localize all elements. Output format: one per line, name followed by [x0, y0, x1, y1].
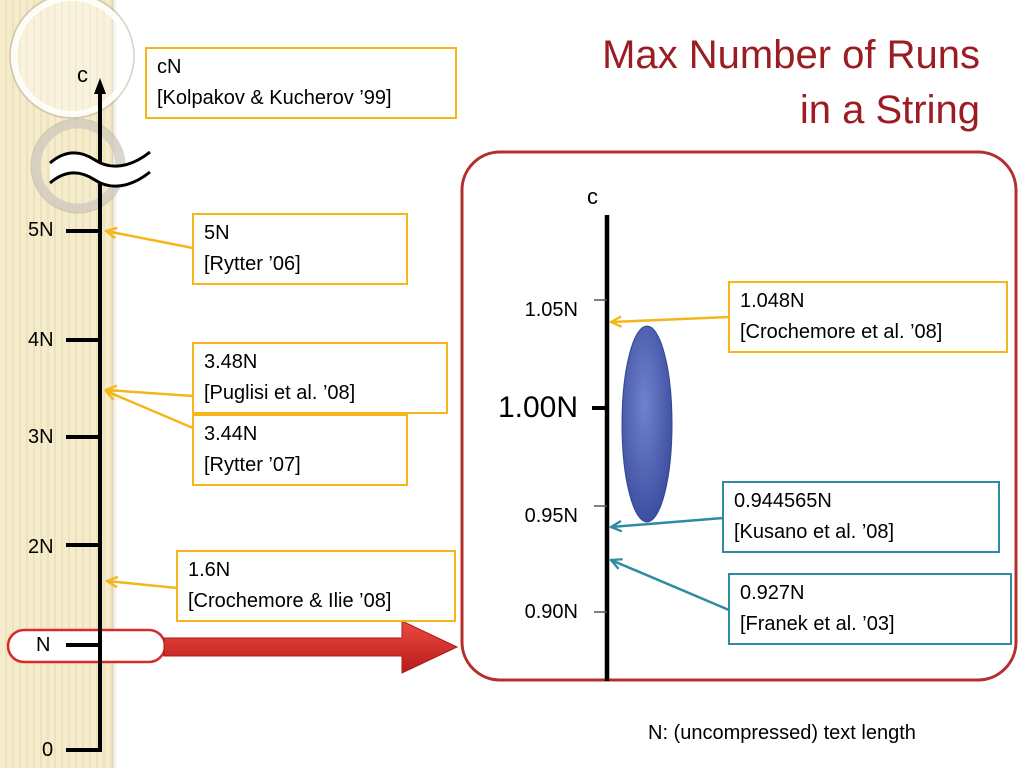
result-value: 1.6N	[188, 559, 231, 581]
result-citation: [Kolpakov & Kucherov ’99]	[157, 87, 392, 109]
zoom-arrow	[163, 620, 459, 674]
result-value: 3.48N	[204, 351, 258, 373]
result-box-crochemore-ilie-08: 1.6N [Crochemore & Ilie ’08]	[176, 550, 456, 622]
pointer-arrow-3-44n	[106, 391, 194, 430]
result-value: 0.944565N	[734, 490, 832, 512]
axis-break-wave	[49, 150, 151, 168]
slide-title-line1: Max Number of Runs	[602, 33, 980, 77]
slide-title-line2: in a String	[799, 88, 980, 132]
left-tick-label-n: N	[36, 634, 51, 656]
slide-title: Max Number of Runs in a String	[602, 28, 980, 138]
result-box-rytter-07: 3.44N [Rytter ’07]	[192, 414, 408, 486]
pointer-arrow-3-48n	[106, 390, 194, 398]
result-box-crochemore-08: 1.048N [Crochemore et al. ’08]	[728, 281, 1008, 353]
pointer-arrow-5n	[106, 231, 194, 250]
result-box-kusano-08: 0.944565N [Kusano et al. ’08]	[722, 481, 1000, 553]
result-value: 5N	[204, 222, 230, 244]
right-tick-label-0-90n: 0.90N	[524, 601, 578, 623]
footnote: N: (uncompressed) text length	[648, 722, 916, 744]
pointer-arrow-0-944565n	[611, 516, 724, 527]
result-citation: [Crochemore & Ilie ’08]	[188, 590, 392, 612]
result-value: 1.048N	[740, 290, 805, 312]
result-citation: [Kusano et al. ’08]	[734, 521, 895, 543]
decorative-ring-outline	[9, 0, 135, 119]
right-axis-top-label: c	[587, 184, 598, 209]
axis-break-gap	[50, 152, 150, 187]
left-tick-label-3n: 3N	[28, 426, 54, 448]
pointer-arrow-1-6n	[107, 581, 178, 590]
result-citation: [Rytter ’07]	[204, 454, 301, 476]
result-citation: [Puglisi et al. ’08]	[204, 382, 356, 404]
result-value: 3.44N	[204, 423, 258, 445]
conjecture-range-ellipse	[621, 325, 673, 523]
result-box-kolpakov-kucherov: cN [Kolpakov & Kucherov ’99]	[145, 47, 457, 119]
decorative-ring	[11, 0, 133, 117]
result-citation: [Franek et al. ’03]	[740, 613, 895, 635]
pointer-arrow-1-048n	[611, 317, 730, 322]
left-tick-label-4n: 4N	[28, 329, 54, 351]
right-tick-label-1-05n: 1.05N	[524, 299, 578, 321]
pointer-arrow-0-927n	[611, 560, 730, 612]
result-box-rytter-06: 5N [Rytter ’06]	[192, 213, 408, 285]
right-tick-label-0-95n: 0.95N	[524, 505, 578, 527]
right-tick-label-1-00n: 1.00N	[497, 391, 578, 424]
result-citation: [Rytter ’06]	[204, 253, 301, 275]
left-tick-label-5n: 5N	[28, 219, 54, 241]
result-box-franek-03: 0.927N [Franek et al. ’03]	[728, 573, 1012, 645]
result-box-puglisi-08: 3.48N [Puglisi et al. ’08]	[192, 342, 448, 414]
result-value: cN	[157, 56, 182, 78]
result-value: 0.927N	[740, 582, 805, 604]
result-citation: [Crochemore et al. ’08]	[740, 321, 943, 343]
left-tick-label-2n: 2N	[28, 536, 54, 558]
left-axis-arrowhead	[94, 78, 106, 94]
axis-break-wave	[49, 170, 151, 188]
left-axis-top-label: c	[77, 62, 88, 87]
left-tick-label-0: 0	[42, 739, 54, 761]
